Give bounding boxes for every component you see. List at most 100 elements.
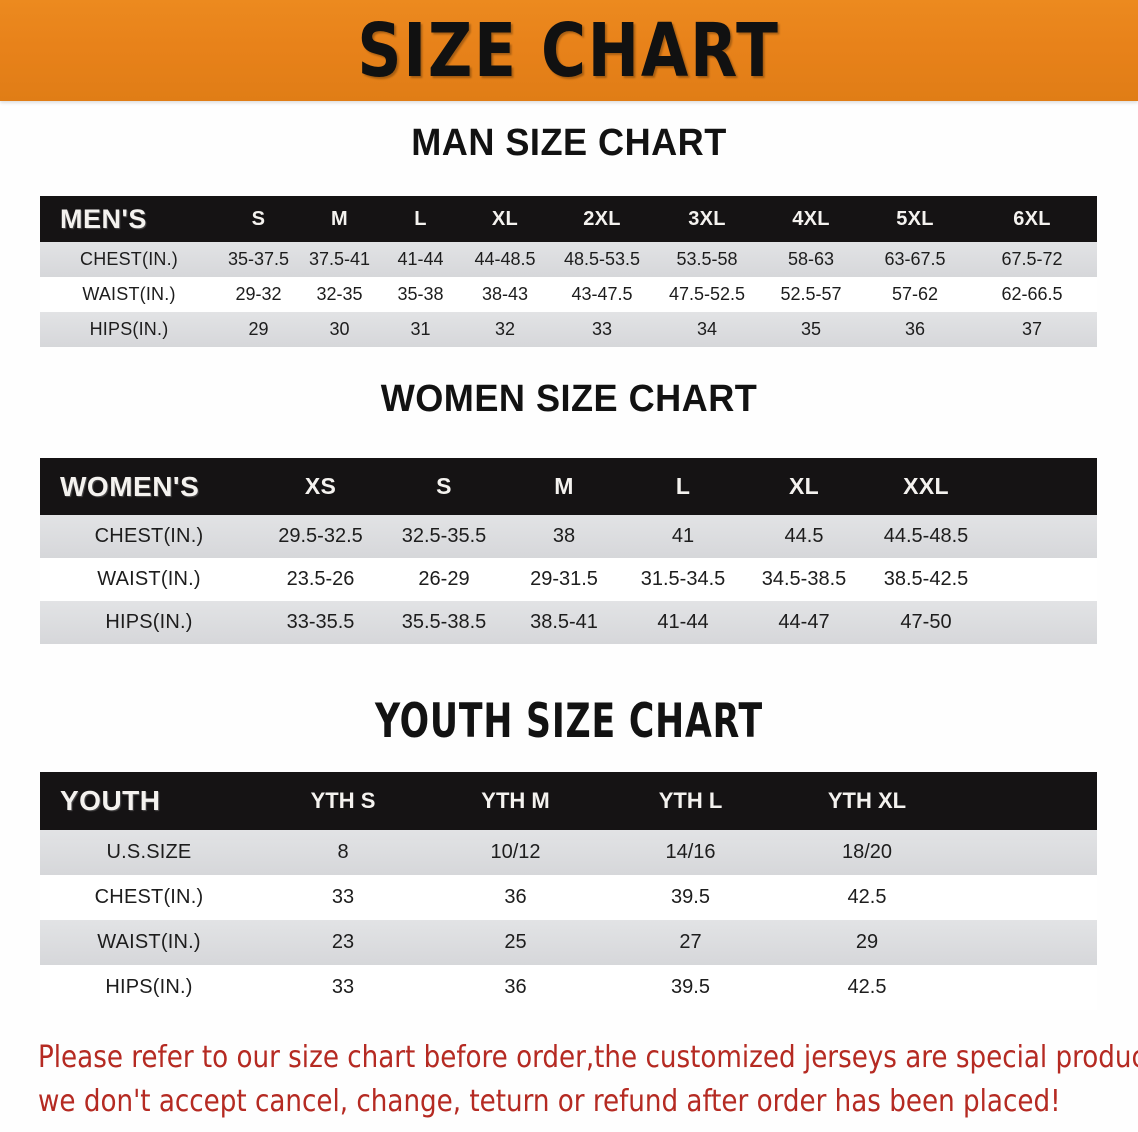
women-size-col-3: L (623, 458, 743, 515)
women-cell-2-1: 35.5-38.5 (401, 611, 487, 633)
youth-table-header: YOUTH YTH S YTH M YTH L YTH XL (40, 772, 1097, 830)
table-row: CHEST(IN.) 33 36 39.5 42.5 (40, 875, 1097, 920)
men-cell-2-2: 31 (410, 319, 431, 339)
women-corner-label: WOMEN'S (40, 458, 258, 515)
table-row: WAIST(IN.) 29-32 32-35 35-38 38-43 43-47… (40, 277, 1097, 312)
women-size-col-5: XXL (865, 458, 987, 515)
women-cell-2-blank (987, 601, 1097, 644)
women-row-label-1: WAIST(IN.) (97, 568, 201, 590)
men-cell-2-8: 37 (1021, 319, 1043, 339)
header-banner: SIZE CHART (0, 0, 1138, 101)
youth-corner-label: YOUTH (40, 772, 258, 830)
men-size-col-6: 4XL (759, 196, 863, 242)
youth-size-table: YOUTH YTH S YTH M YTH L YTH XL U.S.SIZE … (40, 772, 1097, 1010)
youth-cell-3-1: 36 (504, 976, 527, 998)
men-size-col-7: 5XL (863, 196, 967, 242)
men-corner-label: MEN'S (40, 196, 218, 242)
women-cell-0-blank (987, 515, 1097, 558)
youth-cell-1-0: 33 (331, 886, 355, 908)
women-row-label-2: HIPS(IN.) (105, 611, 193, 633)
table-row: HIPS(IN.) 29 30 31 32 33 34 35 36 37 (40, 312, 1097, 347)
table-row: U.S.SIZE 8 10/12 14/16 18/20 (40, 830, 1097, 875)
youth-row-label-3: HIPS(IN.) (105, 976, 193, 998)
men-cell-0-8: 67.5-72 (1001, 249, 1063, 269)
men-row-label-2: HIPS(IN.) (89, 319, 169, 339)
men-cell-0-4: 48.5-53.5 (563, 249, 641, 269)
table-row: WAIST(IN.) 23.5-26 26-29 29-31.5 31.5-34… (40, 558, 1097, 601)
men-cell-1-0: 29-32 (235, 284, 282, 304)
youth-row-label-2: WAIST(IN.) (97, 931, 201, 953)
disclaimer-text: Please refer to our size chart before or… (38, 1036, 1138, 1124)
youth-cell-1-blank (956, 875, 1097, 920)
table-row: CHEST(IN.) 29.5-32.5 32.5-35.5 38 41 44.… (40, 515, 1097, 558)
women-cell-1-4: 34.5-38.5 (761, 568, 847, 590)
women-header-row: WOMEN'S XS S M L XL XXL (40, 458, 1097, 515)
women-cell-0-0: 29.5-32.5 (278, 525, 363, 547)
women-size-col-1: S (383, 458, 505, 515)
men-cell-1-6: 52.5-57 (780, 284, 842, 304)
women-cell-0-1: 32.5-35.5 (401, 525, 487, 547)
women-cell-0-3: 41 (671, 525, 695, 547)
men-cell-0-5: 53.5-58 (676, 249, 738, 269)
disclaimer-line-2: we don't accept cancel, change, teturn o… (38, 1084, 1061, 1119)
women-size-col-4: XL (743, 458, 865, 515)
youth-cell-1-2: 39.5 (671, 886, 710, 908)
men-size-col-5: 3XL (655, 196, 759, 242)
youth-cell-3-0: 33 (331, 976, 355, 998)
youth-cell-1-1: 36 (504, 886, 527, 908)
women-cell-2-0: 33-35.5 (286, 611, 355, 633)
women-size-col-0: XS (258, 458, 383, 515)
men-cell-0-7: 63-67.5 (884, 249, 946, 269)
table-row: HIPS(IN.) 33-35.5 35.5-38.5 38.5-41 41-4… (40, 601, 1097, 644)
men-cell-2-5: 34 (696, 319, 718, 339)
women-cell-0-2: 38 (552, 525, 576, 547)
youth-cell-2-2: 27 (679, 931, 702, 953)
youth-cell-0-1: 10/12 (490, 841, 541, 863)
women-cell-2-5: 47-50 (900, 611, 952, 633)
men-row-label-1: WAIST(IN.) (82, 284, 176, 304)
women-cell-2-4: 44-47 (778, 611, 830, 633)
men-cell-2-7: 36 (904, 319, 926, 339)
men-size-col-0: S (218, 196, 299, 242)
men-cell-1-4: 43-47.5 (571, 284, 633, 304)
women-table-header: WOMEN'S XS S M L XL XXL (40, 458, 1097, 515)
men-size-col-4: 2XL (549, 196, 655, 242)
men-cell-0-2: 41-44 (397, 249, 444, 269)
men-cell-1-1: 32-35 (316, 284, 363, 304)
men-cell-2-0: 29 (248, 319, 269, 339)
women-section-title: WOMEN SIZE CHART (380, 378, 758, 420)
women-row-label-0: CHEST(IN.) (94, 525, 204, 547)
youth-size-col-0: YTH S (258, 772, 428, 830)
youth-cell-2-blank (956, 920, 1097, 965)
women-cell-1-5: 38.5-42.5 (883, 568, 969, 590)
page-title: SIZE CHART (357, 7, 781, 94)
youth-row-label-1: CHEST(IN.) (94, 886, 204, 908)
youth-cell-3-3: 42.5 (847, 976, 887, 998)
youth-size-col-1: YTH M (428, 772, 603, 830)
men-row-label-0: CHEST(IN.) (80, 249, 178, 269)
women-cell-1-3: 31.5-34.5 (640, 568, 726, 590)
men-cell-1-5: 47.5-52.5 (668, 284, 746, 304)
youth-cell-0-2: 14/16 (665, 841, 716, 863)
women-cell-1-1: 26-29 (418, 568, 470, 590)
table-row: CHEST(IN.) 35-37.5 37.5-41 41-44 44-48.5… (40, 242, 1097, 277)
women-cell-0-4: 44.5 (784, 525, 824, 547)
youth-cell-2-3: 29 (855, 931, 879, 953)
men-cell-1-7: 57-62 (891, 284, 939, 304)
women-cell-2-2: 38.5-41 (530, 611, 598, 633)
youth-size-col-blank (956, 772, 1097, 830)
youth-header-row: YOUTH YTH S YTH M YTH L YTH XL (40, 772, 1097, 830)
women-cell-1-0: 23.5-26 (286, 568, 355, 590)
men-cell-2-1: 30 (329, 319, 350, 339)
women-cell-1-blank (987, 558, 1097, 601)
women-size-col-2: M (505, 458, 623, 515)
women-cell-0-5: 44.5-48.5 (883, 525, 969, 547)
men-cell-0-1: 37.5-41 (308, 249, 371, 269)
men-cell-2-3: 32 (494, 319, 516, 339)
youth-cell-2-0: 23 (331, 931, 355, 953)
women-size-col-blank (987, 458, 1097, 515)
youth-size-col-3: YTH XL (778, 772, 956, 830)
women-cell-1-2: 29-31.5 (530, 568, 598, 590)
men-cell-1-2: 35-38 (397, 284, 444, 304)
